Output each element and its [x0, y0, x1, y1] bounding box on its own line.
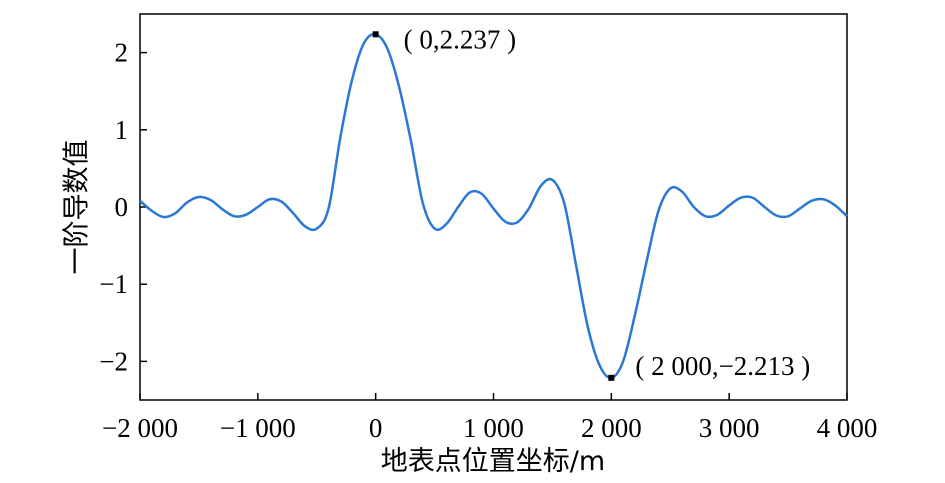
x-tick-label: 0 — [369, 413, 383, 443]
x-tick-label: −2 000 — [102, 413, 178, 443]
x-tick-label: 3 000 — [699, 413, 760, 443]
y-tick-label: 0 — [115, 192, 129, 222]
annotation-marker — [372, 31, 379, 38]
x-axis-label: 地表点位置坐标/m — [381, 446, 605, 477]
y-tick-label: −1 — [99, 269, 128, 299]
annotation: ( 2 000,−2.213 ) — [635, 351, 810, 381]
data-line — [139, 32, 848, 380]
y-tick-label: 1 — [115, 115, 129, 145]
x-tick-label: 1 000 — [463, 413, 524, 443]
y-tick-label: −2 — [99, 346, 128, 376]
x-tick-label: 4 000 — [817, 413, 878, 443]
x-tick-label: 2 000 — [581, 413, 642, 443]
x-tick-label: −1 000 — [220, 413, 296, 443]
annotation-marker — [608, 374, 615, 381]
y-axis-label: 一阶导数值 — [62, 140, 93, 275]
y-tick-label: 2 — [115, 38, 129, 68]
annotation: ( 0,2.237 ) — [404, 24, 516, 54]
